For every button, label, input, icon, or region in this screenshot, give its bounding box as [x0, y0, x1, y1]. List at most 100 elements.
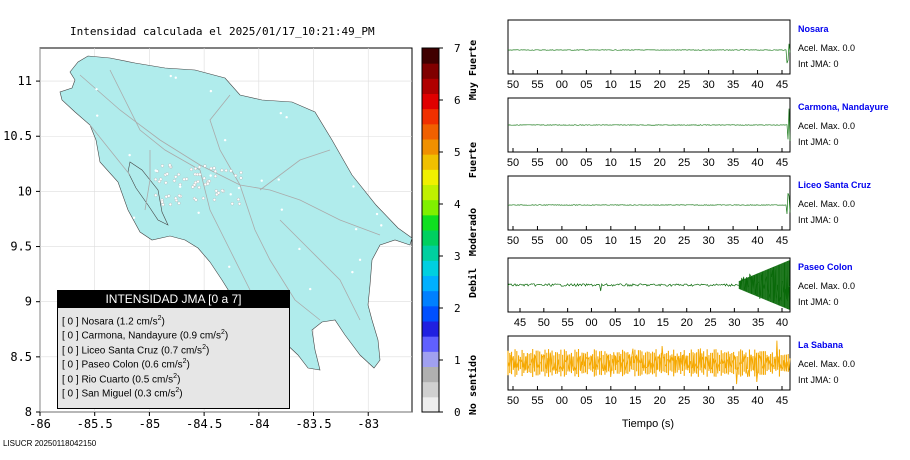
town-marker	[174, 196, 178, 200]
colorbar-band	[422, 245, 439, 261]
town-marker	[280, 208, 284, 211]
waveform-tick-label: 15	[629, 395, 641, 407]
waveform-panels: 50 55 00 05 10 15 20 25 30 35 40 45 50 55 00 05 10 15 20 25…	[507, 19, 791, 407]
waveform-panel: 50 55 00 05 10 15 20 25 30 35 40 45	[507, 175, 791, 247]
station-name[interactable]: La Sabana	[798, 340, 844, 350]
waveform-tick-label: 30	[703, 157, 715, 169]
town-marker	[128, 153, 131, 157]
waveform-panel: 50 55 00 05 10 15 20 25 30 35 40 45	[507, 335, 791, 407]
map-ytick-label: 11	[18, 74, 32, 88]
town-marker	[174, 175, 178, 179]
road	[239, 184, 321, 321]
map-xtick-label: -85	[139, 417, 161, 431]
waveform-tick-label: 00	[556, 395, 568, 407]
colorbar-category-label: Moderado	[468, 208, 479, 256]
waveform-tick-label: 50	[507, 79, 519, 91]
town-marker	[174, 76, 177, 79]
road	[209, 94, 241, 186]
colorbar-category-label: Muy Fuerte	[468, 40, 479, 100]
station-acel: Acel. Max. 0.0	[798, 43, 856, 53]
colorbar-band	[422, 290, 439, 307]
waveform-tick-label: 50	[507, 157, 519, 169]
colorbar-band	[422, 366, 439, 383]
waveform-tick-label: 45	[776, 235, 788, 247]
town-marker	[178, 185, 182, 188]
colorbar-labels: No sentido Debil Moderado Fuerte Muy Fuerte	[467, 40, 479, 415]
colorbar-band	[422, 199, 439, 216]
map-xtick-label: -83.5	[295, 417, 331, 431]
town-marker	[127, 252, 131, 256]
town-marker	[213, 169, 218, 173]
waveform-tick-label: 05	[609, 317, 621, 329]
town-marker	[80, 177, 83, 181]
waveform-tick-label: 30	[703, 235, 715, 247]
town-marker	[320, 324, 324, 328]
town-marker	[95, 87, 98, 91]
map-ytick-label: 10.5	[3, 129, 32, 143]
waveform-tick-label: 20	[654, 235, 666, 247]
waveform-tick-label: 15	[629, 79, 641, 91]
town-marker	[213, 275, 216, 279]
waveform-tick-label: 00	[556, 235, 568, 247]
colorbar-band	[422, 139, 439, 155]
station-name[interactable]: Liceo Santa Cruz	[798, 180, 872, 190]
town-marker	[334, 118, 337, 122]
colorbar-band	[422, 305, 439, 322]
road	[144, 150, 151, 211]
legend-item-close: )	[224, 330, 229, 342]
station-int: Int JMA: 0	[798, 297, 839, 307]
town-marker	[132, 216, 136, 219]
town-marker	[182, 177, 186, 181]
waveform-tick-label: 55	[562, 317, 574, 329]
town-marker	[237, 186, 241, 190]
waveform-tick-label: 35	[727, 79, 739, 91]
town-marker	[191, 185, 195, 189]
colorbar-band	[422, 381, 439, 398]
town-marker	[209, 89, 213, 93]
colorbar-frame	[421, 47, 440, 413]
colorbar-band	[422, 63, 439, 79]
road-network	[79, 69, 381, 321]
map-xtick-label: -84.5	[186, 417, 222, 431]
legend-item-close: )	[186, 359, 190, 371]
legend-item-close: )	[179, 388, 183, 400]
road	[89, 124, 131, 176]
colorbar-tick-label: 3	[454, 250, 461, 263]
legend-item-close: )	[177, 373, 181, 385]
station-name[interactable]: Carmona, Nandayure	[798, 102, 889, 112]
waveform-tick-label: 25	[678, 157, 690, 169]
colorbar-tick-label: 6	[454, 94, 461, 107]
town-marker	[352, 185, 355, 188]
waveform-frame	[507, 175, 791, 231]
station-name[interactable]: Paseo Colon	[798, 262, 853, 272]
town-marker	[195, 172, 199, 176]
town-marker	[169, 74, 172, 78]
town-marker	[154, 169, 157, 172]
town-marker	[354, 227, 358, 231]
colorbar-category-label: No sentido	[467, 355, 479, 415]
legend-item-sup: 2	[173, 372, 178, 380]
map-xtick-label: -84	[248, 417, 270, 431]
legend-header: INTENSIDAD JMA [0 a 7]	[58, 291, 289, 308]
waveform-panel: 45 50 55 00 05 10 15 20 25 30 35 40	[507, 257, 791, 329]
town-marker	[159, 177, 163, 181]
colorbar-band	[422, 260, 439, 276]
colorbar-band	[422, 48, 439, 64]
map-ytick-label: 8	[25, 405, 32, 419]
town-marker	[194, 198, 198, 202]
station-acel: Acel. Max. 0.0	[798, 199, 856, 209]
station-info-block: Liceo Santa Cruz Acel. Max. 0.0 Int JMA: 0	[798, 180, 871, 225]
colorbar-band	[422, 169, 439, 185]
station-name[interactable]: Nosara	[798, 24, 829, 34]
town-marker	[160, 164, 164, 168]
station-acel: Acel. Max. 0.0	[798, 281, 856, 291]
legend-item: [ 0 ] Rio Cuarto (0.5 cm/s2)	[58, 370, 289, 385]
town-marker	[298, 247, 301, 251]
town-marker	[212, 166, 216, 170]
legend-item-text: [ 0 ] Paseo Colon (0.6 cm/s	[62, 359, 183, 371]
legend-item-text: [ 0 ] Rio Cuarto (0.5 cm/s	[62, 373, 174, 385]
waveform-tick-label: 30	[703, 395, 715, 407]
town-marker	[85, 172, 88, 175]
town-marker	[193, 167, 198, 171]
legend-item-text: [ 0 ] Carmona, Nandayure (0.9 cm/s	[62, 330, 221, 342]
